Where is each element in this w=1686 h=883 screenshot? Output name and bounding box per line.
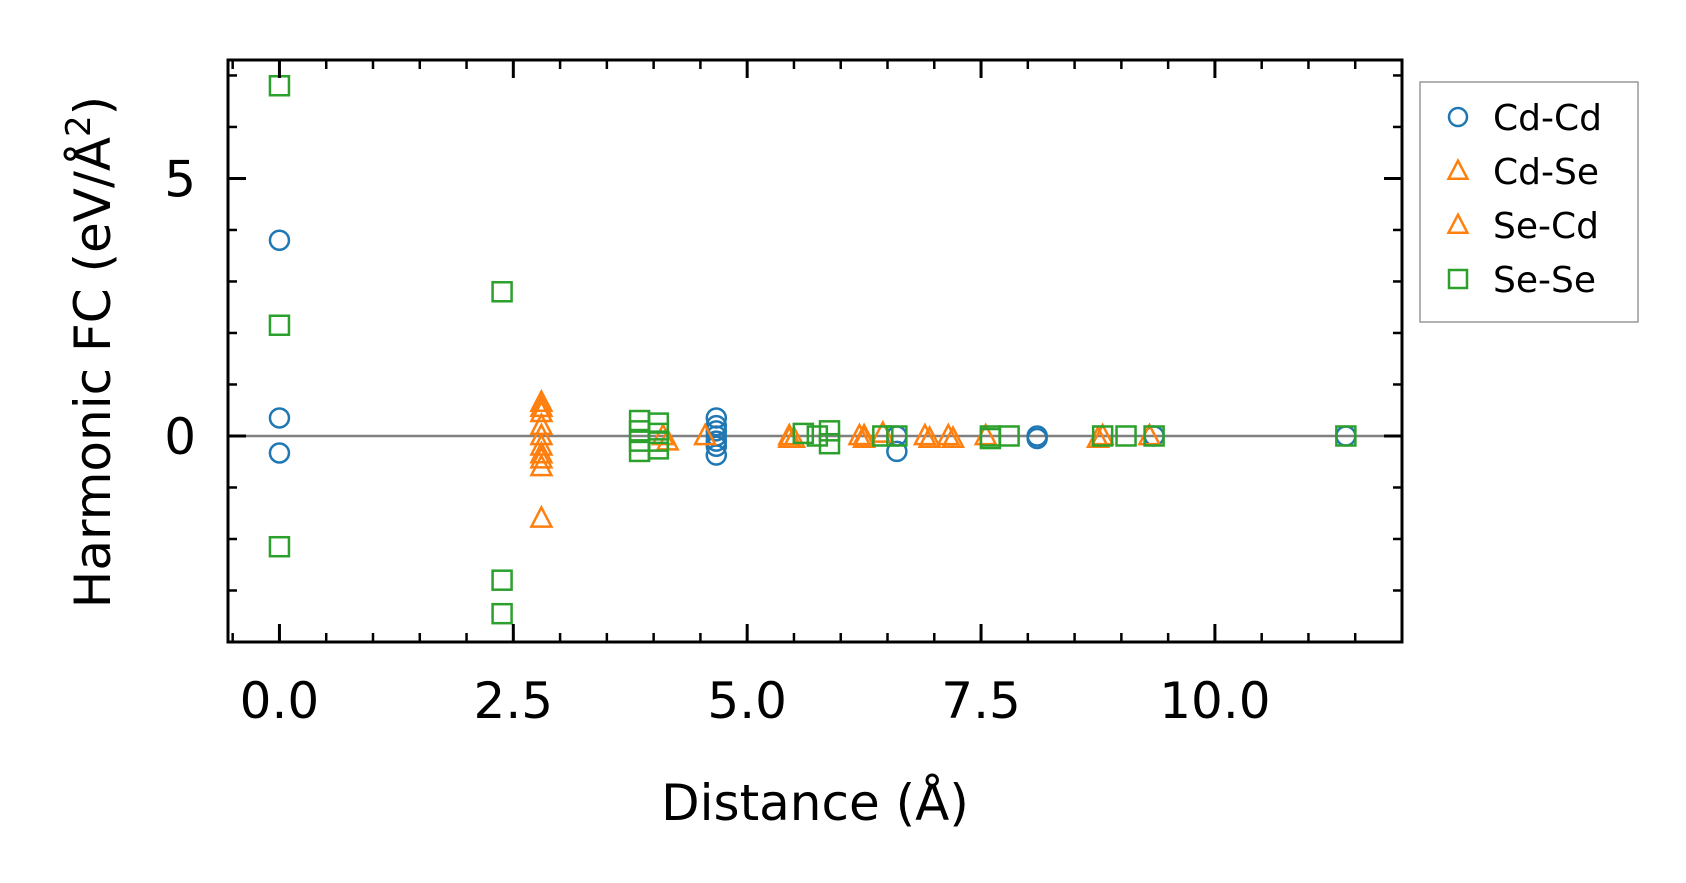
plot-frame bbox=[226, 58, 1404, 644]
data-point-se-se bbox=[268, 535, 291, 558]
series-cd-se bbox=[529, 388, 1162, 528]
legend-label: Se-Cd bbox=[1493, 206, 1599, 247]
data-point-cd-cd bbox=[268, 442, 291, 464]
y-axis-label-close: ) bbox=[64, 96, 122, 116]
legend: Cd-Cd Cd-Se Se-Cd Se-Se bbox=[1419, 81, 1639, 323]
data-point-se-se bbox=[818, 432, 841, 455]
data-point-cd-cd bbox=[886, 440, 908, 463]
legend-item-cd-cd: Cd-Cd bbox=[1447, 98, 1602, 139]
x-tick-label: 2.5 bbox=[474, 672, 554, 730]
data-point-cd-cd bbox=[1026, 427, 1048, 450]
data-point-cd-se bbox=[529, 388, 554, 412]
data-point-se-se bbox=[268, 75, 291, 97]
data-point-se-se bbox=[806, 425, 829, 447]
data-points bbox=[268, 75, 1357, 625]
legend-label: Cd-Se bbox=[1493, 152, 1599, 193]
data-point-cd-se bbox=[1090, 422, 1115, 446]
data-point-cd-cd bbox=[705, 435, 728, 458]
data-point-cd-se bbox=[529, 445, 554, 469]
data-point-cd-se bbox=[529, 399, 554, 423]
data-point-se-se bbox=[818, 420, 841, 442]
legend-items: Cd-Cd Cd-Se Se-Cd Se-Se bbox=[1446, 98, 1602, 301]
data-point-se-cd bbox=[852, 422, 877, 446]
data-point-cd-se bbox=[529, 504, 554, 528]
data-point-se-cd bbox=[940, 424, 966, 449]
legend-label: Se-Se bbox=[1493, 260, 1596, 301]
data-point-se-se bbox=[1335, 425, 1357, 447]
data-point-cd-cd bbox=[268, 407, 291, 429]
data-point-se-se bbox=[998, 425, 1020, 447]
legend-item-se-se: Se-Se bbox=[1447, 260, 1596, 301]
legend-item-cd-se: Cd-Se bbox=[1446, 152, 1599, 193]
x-tick-label: 10.0 bbox=[1159, 672, 1270, 730]
data-point-cd-cd bbox=[705, 430, 728, 452]
x-tick-label: 7.5 bbox=[941, 672, 1021, 730]
data-point-cd-cd bbox=[268, 229, 291, 252]
x-axis-label: Distance (Å) bbox=[661, 774, 969, 832]
y-tick-label: 0 bbox=[164, 408, 196, 466]
data-point-cd-se bbox=[936, 422, 961, 446]
data-point-se-se bbox=[268, 314, 291, 336]
data-point-se-cd bbox=[529, 394, 554, 418]
data-point-se-cd bbox=[529, 440, 554, 464]
data-point-cd-cd bbox=[705, 444, 728, 466]
legend-marker-circle bbox=[1447, 106, 1469, 128]
data-point-se-se bbox=[491, 281, 513, 303]
y-axis-label-main: Harmonic FC (eV/Å bbox=[64, 137, 122, 608]
data-point-se-se bbox=[1115, 425, 1137, 447]
data-point-se-cd bbox=[917, 424, 942, 449]
y-tick-label: 5 bbox=[164, 150, 196, 208]
data-point-se-se bbox=[792, 422, 815, 445]
data-point-se-se bbox=[491, 602, 513, 625]
legend-label: Cd-Cd bbox=[1493, 98, 1602, 139]
data-point-cd-se bbox=[529, 453, 554, 477]
x-tick-label: 5.0 bbox=[707, 672, 787, 730]
x-tick-label: 0.0 bbox=[240, 672, 320, 730]
legend-marker-triangle bbox=[1446, 157, 1470, 181]
legend-marker-triangle bbox=[1446, 211, 1470, 235]
legend-frame bbox=[1419, 81, 1639, 323]
data-point-cd-se bbox=[912, 422, 937, 446]
legend-marker-square bbox=[1447, 268, 1469, 290]
series-se-se bbox=[268, 75, 1357, 625]
y-axis-label: Harmonic FC (eV/Å2) bbox=[59, 96, 122, 608]
y-axis-label-superscript: 2 bbox=[59, 115, 99, 137]
data-point-cd-se bbox=[693, 422, 718, 446]
legend-item-se-cd: Se-Cd bbox=[1446, 206, 1599, 247]
axis-ticks bbox=[228, 60, 1404, 644]
data-point-se-se bbox=[1091, 425, 1114, 447]
data-point-se-se bbox=[886, 425, 908, 447]
data-point-se-se bbox=[872, 425, 894, 447]
data-point-se-se bbox=[491, 569, 513, 591]
data-point-se-se bbox=[647, 438, 670, 460]
data-point-se-se bbox=[1143, 425, 1165, 447]
tick-labels: 0.0 2.5 5.0 7.5 10.0 0 5 bbox=[164, 150, 1270, 730]
